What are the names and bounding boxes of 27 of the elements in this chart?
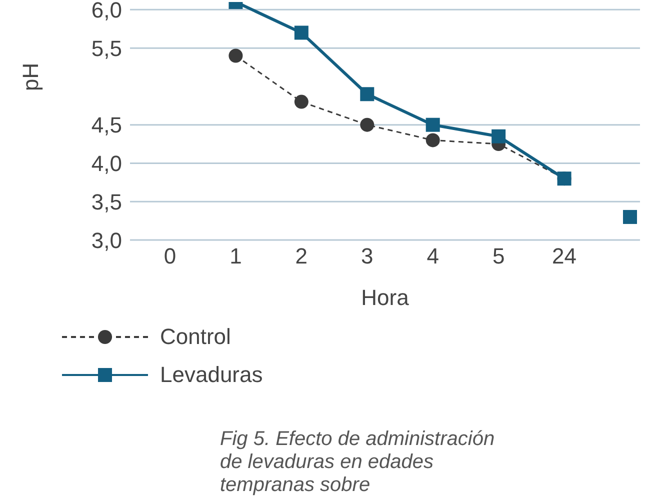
- caption: Fig 5. Efecto de administración de levaduras en edades tempranas sobre: [220, 428, 496, 497]
- x-tick-label: 2: [295, 244, 308, 269]
- y-tick-label: 3,5: [91, 189, 122, 214]
- x-tick-label: 4: [426, 244, 439, 269]
- y-axis-title: pH: [18, 62, 43, 91]
- y-tick-label: 3,0: [91, 228, 122, 253]
- y-tick-label: 6,0: [91, 0, 122, 22]
- legend-label: Control: [160, 324, 231, 350]
- point: [426, 133, 440, 148]
- x-tick-label: 1: [230, 244, 242, 269]
- x-tick-label: 3: [361, 244, 374, 269]
- x-tick-label: 0: [164, 244, 176, 269]
- x-tick-label: 24: [552, 244, 577, 269]
- point: [360, 87, 374, 102]
- x-tick-label: 5: [492, 244, 505, 269]
- point: [294, 94, 308, 109]
- x-axis-title: Hora: [361, 285, 410, 310]
- point: [360, 118, 374, 132]
- y-tick-label: 4,0: [91, 151, 122, 176]
- point: [294, 26, 308, 40]
- point: [228, 48, 243, 63]
- point: [426, 118, 440, 132]
- y-tick-label: 5,5: [91, 36, 122, 61]
- legend-label: Levaduras: [160, 362, 263, 388]
- y-tick-label: 4,5: [91, 112, 122, 138]
- point: [492, 129, 506, 144]
- point: [623, 210, 637, 224]
